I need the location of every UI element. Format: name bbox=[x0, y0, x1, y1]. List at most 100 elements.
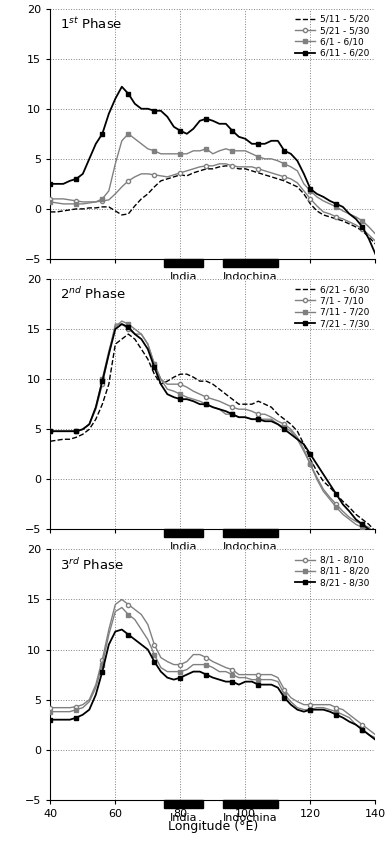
6/1 - 6/10 bbox=[269, 154, 274, 164]
7/21 - 7/30 bbox=[269, 416, 274, 427]
5/11 - 5/20 bbox=[152, 181, 157, 192]
8/21 - 8/30 bbox=[373, 734, 378, 745]
Text: Indochina: Indochina bbox=[223, 272, 277, 282]
5/11 - 5/20 bbox=[373, 239, 378, 249]
8/1 - 8/10 bbox=[269, 669, 274, 679]
8/11 - 8/20 bbox=[48, 707, 53, 717]
Bar bbox=[223, 259, 278, 267]
Bar bbox=[223, 800, 278, 808]
8/1 - 8/10 bbox=[120, 594, 124, 605]
8/11 - 8/20 bbox=[269, 674, 274, 685]
7/1 - 7/10 bbox=[152, 359, 157, 369]
8/1 - 8/10 bbox=[373, 729, 378, 740]
5/21 - 5/30 bbox=[152, 169, 157, 180]
7/21 - 7/30 bbox=[48, 426, 53, 436]
8/1 - 8/10 bbox=[289, 692, 293, 703]
8/1 - 8/10 bbox=[48, 703, 53, 713]
6/11 - 6/20 bbox=[126, 89, 131, 99]
5/11 - 5/20 bbox=[48, 206, 53, 217]
8/21 - 8/30 bbox=[152, 656, 157, 667]
Text: 2$^{nd}$ Phase: 2$^{nd}$ Phase bbox=[60, 286, 126, 303]
Line: 8/21 - 8/30: 8/21 - 8/30 bbox=[48, 628, 377, 742]
8/11 - 8/20 bbox=[126, 610, 131, 620]
8/11 - 8/20 bbox=[152, 649, 157, 660]
7/1 - 7/10 bbox=[48, 426, 53, 436]
5/21 - 5/30 bbox=[269, 168, 274, 178]
Line: 8/11 - 8/20: 8/11 - 8/20 bbox=[48, 605, 377, 740]
6/1 - 6/10 bbox=[373, 229, 378, 239]
6/21 - 6/30 bbox=[126, 329, 131, 339]
X-axis label: Longitude (°E): Longitude (°E) bbox=[168, 820, 258, 833]
7/1 - 7/10 bbox=[159, 374, 163, 384]
Legend: 5/11 - 5/20, 5/21 - 5/30, 6/1 - 6/10, 6/11 - 6/20: 5/11 - 5/20, 5/21 - 5/30, 6/1 - 6/10, 6/… bbox=[293, 13, 371, 59]
7/1 - 7/10 bbox=[289, 424, 293, 434]
5/11 - 5/20 bbox=[269, 172, 274, 182]
5/11 - 5/20 bbox=[224, 161, 228, 171]
7/21 - 7/30 bbox=[289, 429, 293, 439]
7/1 - 7/10 bbox=[126, 324, 131, 335]
7/21 - 7/30 bbox=[152, 362, 157, 372]
8/21 - 8/30 bbox=[120, 624, 124, 635]
5/11 - 5/20 bbox=[366, 232, 371, 243]
6/21 - 6/30 bbox=[289, 419, 293, 429]
8/11 - 8/20 bbox=[159, 662, 163, 673]
Line: 5/11 - 5/20: 5/11 - 5/20 bbox=[50, 166, 375, 244]
Line: 8/1 - 8/10: 8/1 - 8/10 bbox=[48, 598, 377, 737]
6/11 - 6/20 bbox=[120, 82, 124, 92]
Line: 6/11 - 6/20: 6/11 - 6/20 bbox=[48, 84, 377, 256]
7/1 - 7/10 bbox=[113, 319, 118, 329]
7/21 - 7/30 bbox=[366, 525, 371, 535]
6/11 - 6/20 bbox=[289, 149, 293, 159]
5/11 - 5/20 bbox=[289, 179, 293, 189]
6/11 - 6/20 bbox=[152, 106, 157, 116]
8/1 - 8/10 bbox=[152, 639, 157, 649]
6/21 - 6/30 bbox=[269, 402, 274, 412]
Line: 7/21 - 7/30: 7/21 - 7/30 bbox=[48, 322, 377, 537]
6/1 - 6/10 bbox=[120, 136, 124, 146]
6/21 - 6/30 bbox=[120, 334, 124, 344]
5/21 - 5/30 bbox=[366, 230, 371, 240]
5/21 - 5/30 bbox=[217, 159, 222, 169]
7/11 - 7/20 bbox=[269, 414, 274, 424]
5/21 - 5/30 bbox=[373, 236, 378, 246]
8/11 - 8/20 bbox=[120, 602, 124, 612]
Line: 7/1 - 7/10: 7/1 - 7/10 bbox=[48, 322, 377, 537]
7/21 - 7/30 bbox=[373, 529, 378, 539]
Bar bbox=[164, 259, 203, 267]
Legend: 8/1 - 8/10, 8/11 - 8/20, 8/21 - 8/30: 8/1 - 8/10, 8/11 - 8/20, 8/21 - 8/30 bbox=[293, 554, 371, 589]
7/11 - 7/20 bbox=[126, 319, 131, 329]
Text: India: India bbox=[170, 272, 197, 282]
Bar bbox=[164, 800, 203, 808]
6/1 - 6/10 bbox=[159, 149, 163, 159]
Text: Indochina: Indochina bbox=[223, 543, 277, 552]
8/21 - 8/30 bbox=[269, 679, 274, 690]
5/11 - 5/20 bbox=[120, 210, 124, 220]
7/21 - 7/30 bbox=[159, 379, 163, 390]
7/11 - 7/20 bbox=[48, 426, 53, 436]
7/11 - 7/20 bbox=[159, 374, 163, 384]
6/11 - 6/20 bbox=[373, 249, 378, 259]
Text: Indochina: Indochina bbox=[223, 813, 277, 823]
Text: 1$^{st}$ Phase: 1$^{st}$ Phase bbox=[60, 16, 123, 32]
Bar bbox=[164, 530, 203, 538]
Line: 7/11 - 7/20: 7/11 - 7/20 bbox=[48, 319, 377, 537]
6/1 - 6/10 bbox=[289, 162, 293, 172]
5/21 - 5/30 bbox=[120, 181, 124, 192]
Text: 3$^{rd}$ Phase: 3$^{rd}$ Phase bbox=[60, 557, 124, 573]
6/1 - 6/10 bbox=[126, 129, 131, 139]
Line: 6/21 - 6/30: 6/21 - 6/30 bbox=[50, 334, 375, 531]
5/21 - 5/30 bbox=[48, 194, 53, 204]
6/21 - 6/30 bbox=[48, 436, 53, 446]
8/21 - 8/30 bbox=[126, 630, 131, 640]
8/11 - 8/20 bbox=[366, 729, 371, 740]
6/11 - 6/20 bbox=[366, 234, 371, 244]
Text: India: India bbox=[170, 813, 197, 823]
6/21 - 6/30 bbox=[152, 369, 157, 379]
6/1 - 6/10 bbox=[48, 197, 53, 207]
5/21 - 5/30 bbox=[289, 174, 293, 184]
7/11 - 7/20 bbox=[373, 529, 378, 539]
Line: 5/21 - 5/30: 5/21 - 5/30 bbox=[48, 162, 377, 243]
8/11 - 8/20 bbox=[373, 733, 378, 743]
7/11 - 7/20 bbox=[120, 316, 124, 326]
8/11 - 8/20 bbox=[289, 697, 293, 707]
